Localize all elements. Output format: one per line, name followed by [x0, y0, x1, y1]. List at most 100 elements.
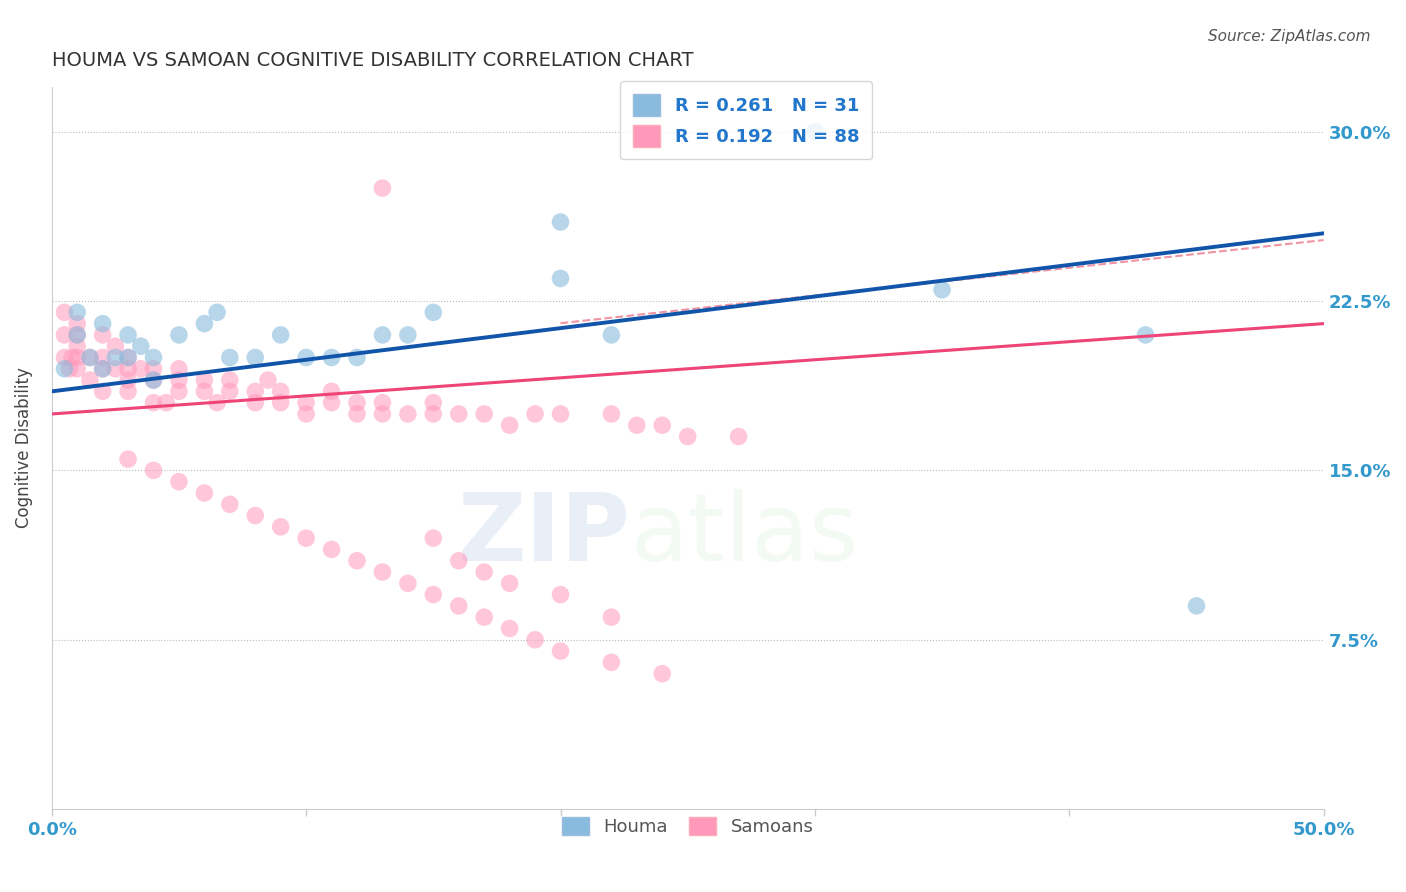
Point [422, 407, 444, 421]
Point [651, 418, 673, 433]
Point [371, 565, 394, 579]
Point [66, 351, 89, 365]
Point [295, 351, 318, 365]
Point [727, 429, 749, 443]
Point [142, 373, 165, 387]
Point [600, 407, 623, 421]
Point [117, 384, 139, 399]
Point [117, 351, 139, 365]
Point [155, 395, 177, 409]
Point [321, 384, 343, 399]
Point [167, 373, 190, 387]
Point [53, 327, 76, 342]
Point [167, 384, 190, 399]
Point [91, 351, 114, 365]
Point [396, 407, 419, 421]
Point [295, 395, 318, 409]
Point [524, 407, 547, 421]
Point [447, 599, 470, 613]
Y-axis label: Cognitive Disability: Cognitive Disability [15, 368, 32, 528]
Point [422, 588, 444, 602]
Point [193, 384, 215, 399]
Point [218, 351, 240, 365]
Point [53, 305, 76, 319]
Point [270, 384, 292, 399]
Point [117, 452, 139, 467]
Point [550, 215, 572, 229]
Point [66, 317, 89, 331]
Point [167, 475, 190, 489]
Point [104, 361, 127, 376]
Point [396, 327, 419, 342]
Point [550, 588, 572, 602]
Point [91, 327, 114, 342]
Point [371, 181, 394, 195]
Point [371, 407, 394, 421]
Point [321, 542, 343, 557]
Legend: Houma, Samoans: Houma, Samoans [554, 810, 821, 844]
Point [321, 351, 343, 365]
Point [447, 407, 470, 421]
Point [245, 351, 267, 365]
Text: atlas: atlas [630, 489, 859, 581]
Point [117, 373, 139, 387]
Point [498, 418, 520, 433]
Point [371, 395, 394, 409]
Point [346, 407, 368, 421]
Point [91, 361, 114, 376]
Point [1135, 327, 1157, 342]
Point [66, 361, 89, 376]
Point [498, 622, 520, 636]
Point [117, 351, 139, 365]
Point [167, 361, 190, 376]
Point [129, 339, 152, 353]
Point [53, 361, 76, 376]
Point [472, 407, 495, 421]
Point [422, 305, 444, 319]
Point [626, 418, 648, 433]
Point [600, 610, 623, 624]
Point [91, 361, 114, 376]
Point [79, 351, 101, 365]
Point [193, 317, 215, 331]
Point [245, 395, 267, 409]
Point [91, 384, 114, 399]
Point [422, 531, 444, 545]
Point [193, 373, 215, 387]
Point [218, 384, 240, 399]
Point [524, 632, 547, 647]
Point [79, 373, 101, 387]
Point [498, 576, 520, 591]
Point [117, 361, 139, 376]
Point [600, 327, 623, 342]
Text: ZIP: ZIP [457, 489, 630, 581]
Text: Source: ZipAtlas.com: Source: ZipAtlas.com [1208, 29, 1371, 44]
Point [550, 271, 572, 285]
Point [117, 327, 139, 342]
Point [104, 339, 127, 353]
Point [472, 610, 495, 624]
Point [295, 407, 318, 421]
Point [205, 305, 228, 319]
Point [91, 317, 114, 331]
Point [472, 565, 495, 579]
Point [422, 395, 444, 409]
Point [142, 463, 165, 477]
Point [142, 373, 165, 387]
Point [346, 554, 368, 568]
Point [651, 666, 673, 681]
Point [550, 644, 572, 658]
Point [193, 486, 215, 500]
Point [66, 327, 89, 342]
Point [257, 373, 280, 387]
Point [371, 327, 394, 342]
Point [205, 395, 228, 409]
Point [142, 361, 165, 376]
Point [550, 407, 572, 421]
Point [676, 429, 699, 443]
Point [66, 327, 89, 342]
Point [245, 384, 267, 399]
Point [346, 351, 368, 365]
Point [270, 327, 292, 342]
Point [218, 373, 240, 387]
